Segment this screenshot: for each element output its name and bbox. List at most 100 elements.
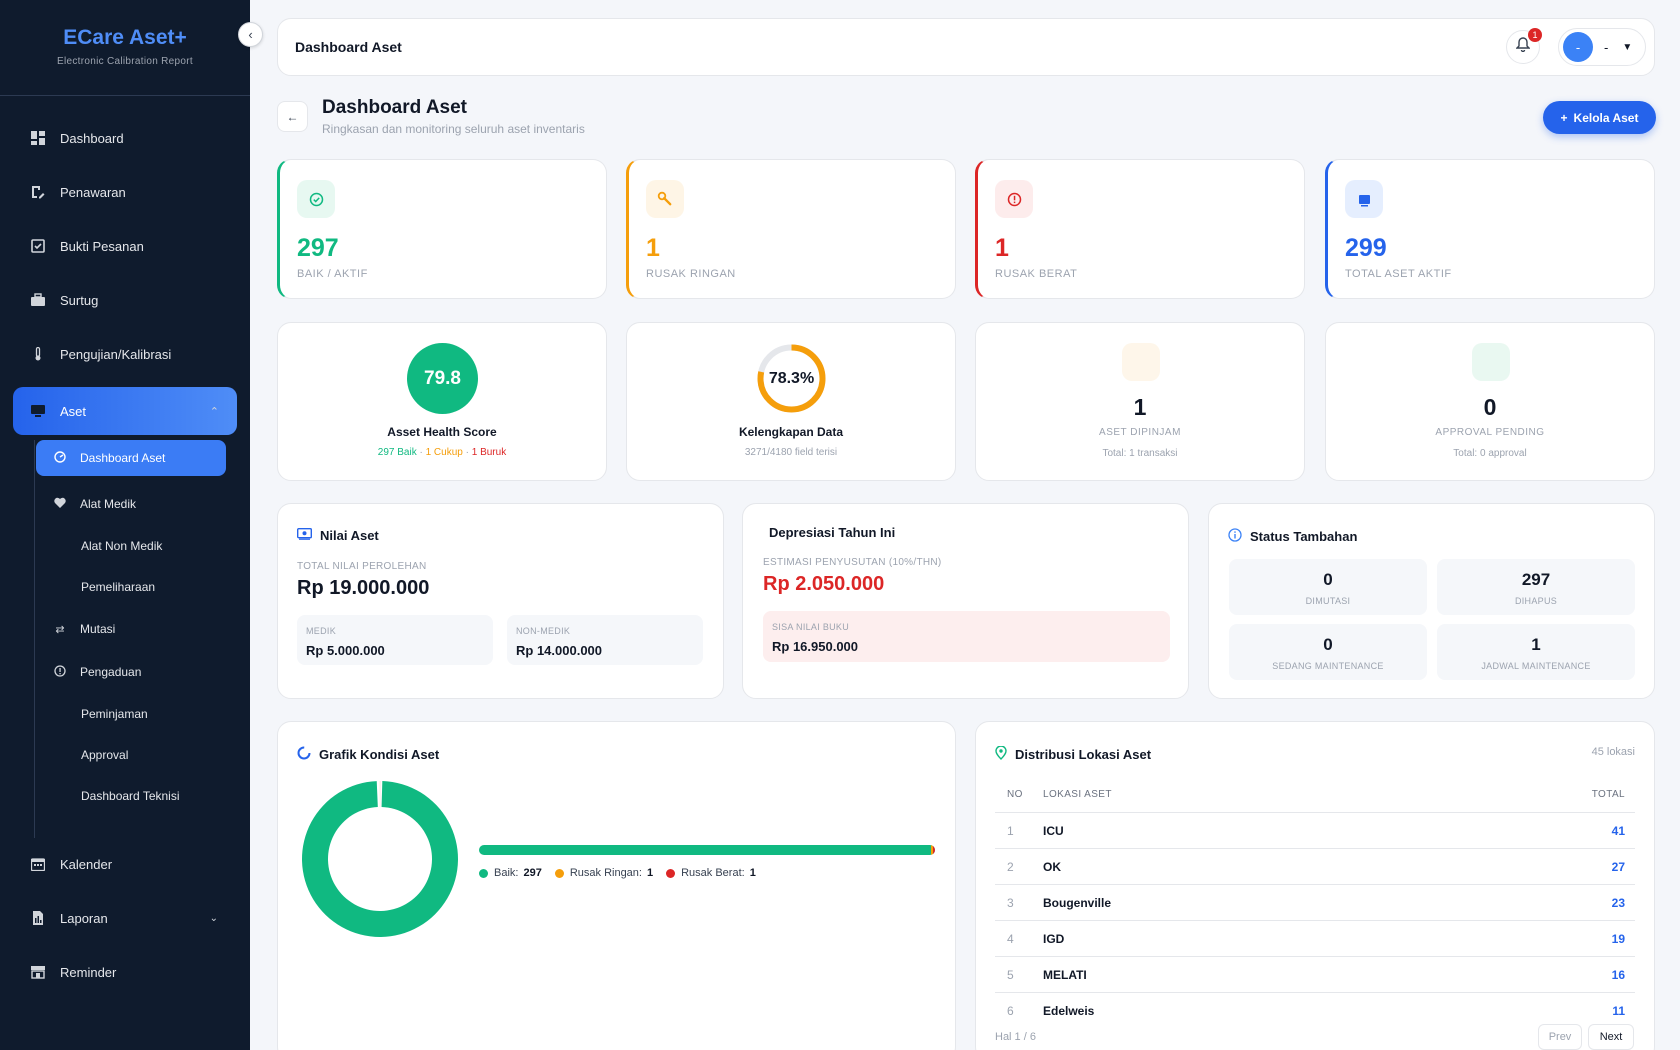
completeness-ring: 78.3% — [756, 343, 827, 414]
sidebar-subitem-mutasi[interactable]: ⇄ Mutasi — [36, 611, 226, 647]
cell-lokasi: MELATI — [1043, 967, 1087, 982]
sidebar-subitem-pengaduan[interactable]: Pengaduan — [36, 654, 226, 690]
store-icon — [30, 964, 46, 980]
sidebar-item-penawaran[interactable]: Penawaran — [0, 168, 250, 216]
sidebar-item-laporan[interactable]: Laporan ⌄ — [0, 894, 250, 942]
approval-value: 0 — [1483, 394, 1497, 420]
table-row[interactable]: 3 Bougenville 23 — [995, 885, 1635, 921]
chip-icon — [1345, 180, 1383, 218]
estimasi-value: Rp 2.050.000 — [763, 573, 885, 595]
back-button[interactable]: ← — [277, 101, 308, 132]
cell-lokasi: OK — [1043, 859, 1061, 874]
tile-label: DIMUTASI — [1305, 596, 1351, 606]
tile-value: 0 — [1323, 570, 1333, 589]
sidebar-subitem-approval[interactable]: Approval — [36, 737, 226, 773]
top-header: Dashboard Aset 1 - - ▼ — [277, 18, 1655, 76]
stat-card-rusak-ringan: 1 RUSAK RINGAN — [626, 159, 956, 299]
tile-dimutasi: 0 DIMUTASI — [1229, 559, 1427, 615]
loading-ring-icon — [297, 746, 311, 763]
chart-legend: Baik: 297 Rusak Ringan: 1 Rusak Berat: 1 — [479, 867, 769, 879]
sidebar-subitem-label: Approval — [81, 748, 129, 762]
sidebar-item-label: Surtug — [60, 292, 99, 308]
sidebar-subitem-alat-non-medik[interactable]: Alat Non Medik — [36, 528, 226, 564]
sidebar-subitem-pemeliharaan[interactable]: Pemeliharaan — [36, 569, 226, 605]
info-icon — [53, 664, 67, 680]
legend-label: Rusak Ringan: — [569, 867, 642, 879]
sidebar: ECare Aset+ Electronic Calibration Repor… — [0, 0, 250, 1050]
chevron-up-icon: ⌃ — [209, 405, 219, 418]
total-nilai-value: Rp 19.000.000 — [297, 577, 430, 599]
legend-value: 1 — [749, 867, 756, 879]
sidebar-item-label: Laporan — [60, 910, 108, 926]
sidebar-subitem-alat-medik[interactable]: Alat Medik — [36, 486, 226, 522]
location-table: NO LOKASI ASET TOTAL 1 ICU 41 2 OK 27 3 Bouge… — [995, 777, 1635, 1017]
notification-button[interactable]: 1 — [1506, 28, 1542, 64]
bar-segment-rusak-berat — [933, 845, 935, 855]
separator: · — [416, 447, 426, 458]
sidebar-item-reminder[interactable]: Reminder — [0, 948, 250, 996]
cell-no: 5 — [1007, 967, 1014, 982]
cell-total: 23 — [1611, 895, 1625, 910]
condition-donut-chart — [302, 781, 458, 937]
tile-label: DIHAPUS — [1514, 596, 1558, 606]
tile-value: 0 — [1323, 635, 1333, 654]
thermometer-icon — [30, 346, 46, 362]
sidebar-subitem-peminjaman[interactable]: Peminjaman — [36, 696, 226, 732]
chevron-left-icon: ‹ — [248, 27, 253, 42]
stat-value: 299 — [1345, 234, 1387, 262]
sidebar-item-label: Pengujian/Kalibrasi — [60, 346, 172, 362]
approval-pending-card: 0 APPROVAL PENDING Total: 0 approval — [1325, 322, 1655, 481]
avatar: - — [1563, 32, 1593, 62]
arrow-left-icon: ← — [286, 109, 299, 124]
brand-title: ECare Aset+ — [63, 26, 187, 49]
sidebar-item-pengujian[interactable]: Pengujian/Kalibrasi — [0, 330, 250, 378]
cell-total: 11 — [1612, 1003, 1625, 1018]
sidebar-item-kalender[interactable]: Kalender — [0, 840, 250, 888]
stat-card-total-aset: 299 TOTAL ASET AKTIF — [1325, 159, 1655, 299]
prev-page-button[interactable]: Prev — [1538, 1024, 1582, 1050]
chevron-down-icon: ⌄ — [209, 912, 218, 924]
sidebar-subitem-dashboard-aset[interactable]: Dashboard Aset — [36, 440, 226, 476]
cell-total: 19 — [1611, 931, 1625, 946]
distribusi-lokasi-card: Distribusi Lokasi Aset 45 lokasi NO LOKA… — [975, 721, 1655, 1050]
user-menu-button[interactable]: - - ▼ — [1558, 28, 1646, 66]
sidebar-subitem-label: Mutasi — [80, 622, 116, 636]
table-row[interactable]: 1 ICU 41 — [995, 813, 1635, 849]
nilai-aset-card: Nilai Aset TOTAL NILAI PEROLEHAN Rp 19.0… — [277, 503, 724, 699]
health-score-title: Asset Health Score — [387, 425, 497, 439]
stat-value: 1 — [995, 234, 1009, 262]
sidebar-subitem-label: Peminjaman — [81, 707, 148, 721]
sidebar-item-label: Penawaran — [60, 184, 126, 200]
sidebar-collapse-button[interactable]: ‹ — [238, 22, 263, 47]
table-row[interactable]: 6 Edelweis 11 — [995, 993, 1635, 1018]
page-info: Hal 1 / 6 — [995, 1031, 1036, 1043]
sidebar-item-bukti-pesanan[interactable]: Bukti Pesanan — [0, 222, 250, 270]
health-baik: 297 Baik — [377, 447, 417, 458]
non-medik-label: NON-MEDIK — [516, 626, 571, 636]
sisa-nilai-box: SISA NILAI BUKU Rp 16.950.000 — [763, 611, 1170, 662]
kelola-aset-button[interactable]: + Kelola Aset — [1543, 101, 1656, 134]
sidebar-item-label: Dashboard — [60, 130, 124, 146]
wrench-icon — [646, 180, 684, 218]
next-page-button[interactable]: Next — [1588, 1024, 1634, 1050]
non-medik-box: NON-MEDIK Rp 14.000.000 — [507, 615, 703, 665]
table-row[interactable]: 2 OK 27 — [995, 849, 1635, 885]
stat-label: RUSAK BERAT — [995, 268, 1078, 280]
legend-item-rusak-ringan: Rusak Ringan: 1 — [554, 867, 654, 879]
sidebar-subitem-dashboard-teknisi[interactable]: Dashboard Teknisi — [36, 778, 226, 814]
stat-label: BAIK / AKTIF — [297, 268, 368, 280]
plus-icon: + — [1560, 110, 1568, 125]
legend-value: 1 — [646, 867, 654, 879]
header-title: Dashboard Aset — [295, 39, 402, 55]
health-breakdown: 297 Baik · 1 Cukup · 1 Buruk — [278, 447, 606, 458]
sidebar-item-surtug[interactable]: Surtug — [0, 276, 250, 324]
sidebar-item-aset[interactable]: Aset ⌃ — [13, 387, 237, 435]
non-medik-value: Rp 14.000.000 — [516, 643, 603, 658]
table-row[interactable]: 5 MELATI 16 — [995, 957, 1635, 993]
health-score-value: 79.8 — [407, 343, 478, 414]
table-row[interactable]: 4 IGD 19 — [995, 921, 1635, 957]
sidebar-item-dashboard[interactable]: Dashboard — [0, 114, 250, 162]
completeness-sub: 3271/4180 field terisi — [744, 447, 838, 458]
sidebar-item-label: Bukti Pesanan — [60, 238, 144, 254]
cell-no: 4 — [1007, 931, 1014, 946]
